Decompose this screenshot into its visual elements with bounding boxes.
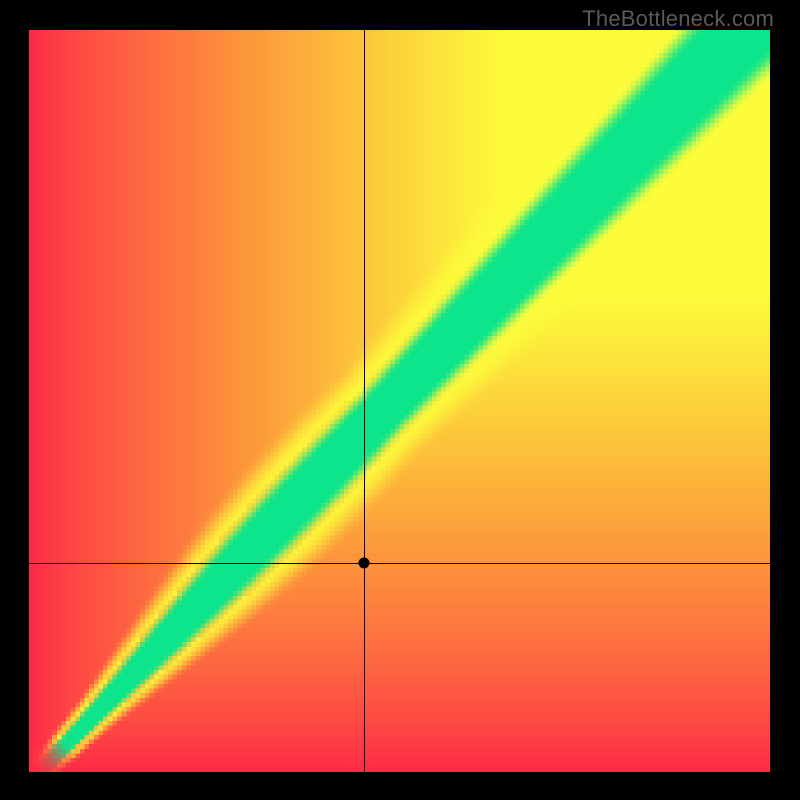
bottleneck-heatmap	[29, 30, 770, 772]
data-point-marker	[358, 557, 369, 568]
crosshair-horizontal	[29, 563, 770, 564]
watermark-text: TheBottleneck.com	[582, 6, 774, 32]
heatmap-canvas	[29, 30, 770, 772]
crosshair-vertical	[364, 30, 365, 772]
